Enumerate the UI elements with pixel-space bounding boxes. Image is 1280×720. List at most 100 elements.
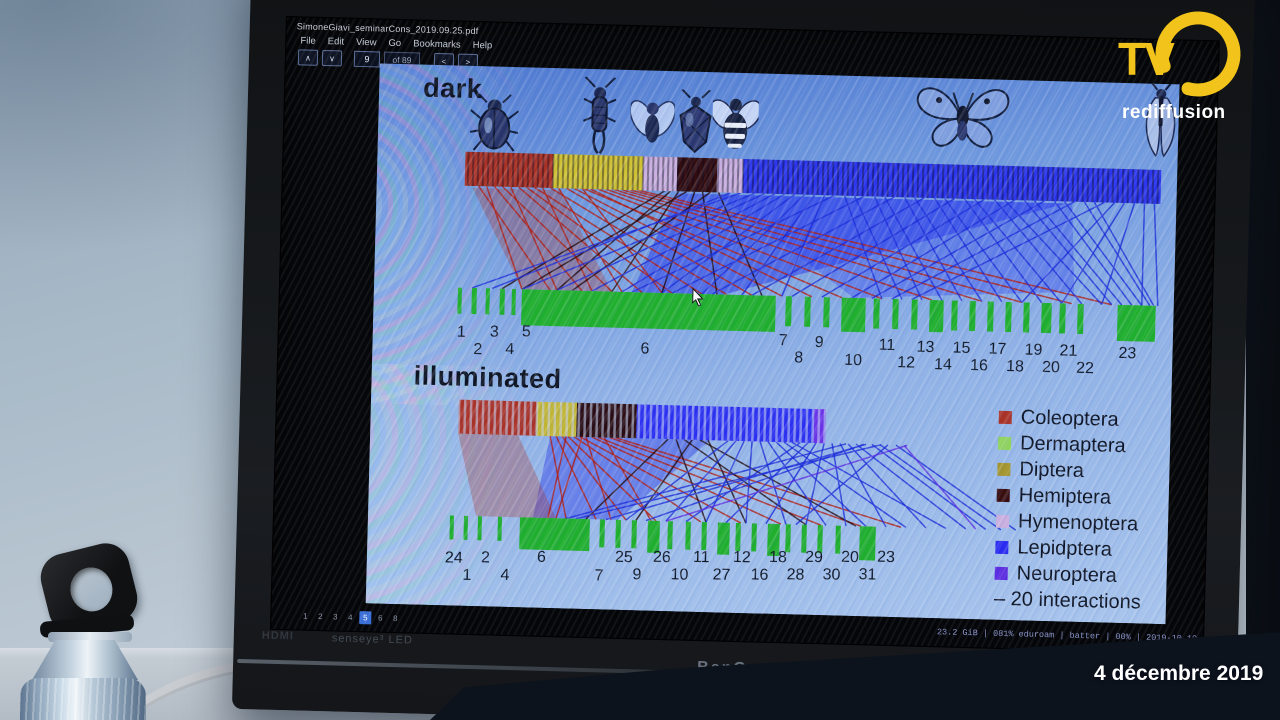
plant-node-label: 23 — [876, 548, 896, 567]
legend-swatch — [995, 514, 1010, 528]
workspace-4[interactable]: 4 — [347, 612, 353, 622]
plant-node-label: 12 — [896, 354, 916, 372]
plant-node-label: 6 — [640, 340, 650, 358]
legend-label: Dermaptera — [1019, 431, 1126, 457]
plant-node-label: 23 — [1118, 344, 1137, 363]
legend-label: Neuroptera — [1016, 561, 1118, 587]
menu-bar: File Edit View Go Bookmarks Help — [300, 35, 492, 51]
plant-node-label: 12 — [732, 548, 752, 567]
bottle-body — [20, 678, 146, 720]
legend-label: Coleoptera — [1020, 405, 1119, 431]
menu-item-help[interactable]: Help — [472, 39, 493, 52]
plant-node-label: 15 — [952, 339, 971, 358]
tv-logo-subtext: rediffusion — [1122, 102, 1226, 123]
legend-scale-note: – 20 interactions — [993, 587, 1142, 614]
plant-node-label: 25 — [614, 548, 634, 567]
menu-item-view[interactable]: View — [355, 36, 377, 49]
plant-node-label: 18 — [1005, 357, 1025, 376]
workspace-3[interactable]: 3 — [332, 611, 338, 622]
bee-icon — [709, 92, 762, 162]
legend-label: Diptera — [1019, 457, 1085, 482]
plant-node-label: 7 — [778, 332, 788, 350]
plant-node-label: 16 — [969, 357, 989, 375]
plant-node-label: 26 — [652, 548, 672, 567]
plant-node-label: 11 — [878, 336, 896, 355]
senseye-label: senseye³ LED — [331, 632, 413, 647]
plant-node-label: 8 — [794, 349, 804, 367]
window-title: SimoneGiavi_seminarCons_2019.09.25.pdf — [296, 21, 479, 37]
earwig-icon — [581, 76, 617, 161]
page-down-button[interactable]: ∨ — [321, 49, 343, 67]
plant-node-label: 7 — [594, 567, 604, 585]
legend-entry: Lepidptera — [995, 534, 1142, 564]
date-caption: 4 décembre 2019 — [1094, 662, 1264, 685]
menu-item-edit[interactable]: Edit — [327, 36, 345, 48]
bottle-collar — [48, 632, 132, 642]
bottle-cap-hole — [65, 563, 118, 616]
plant-node-label: 16 — [750, 566, 769, 584]
hdmi-label: HDMI — [261, 629, 295, 643]
plant-node-label: 28 — [786, 566, 805, 584]
plant-node-label: 22 — [1075, 359, 1095, 378]
plant-node-label: 20 — [840, 548, 860, 567]
workspace-2[interactable]: 2 — [318, 611, 323, 621]
plant-node-label: 17 — [988, 340, 1007, 358]
tv-rediffusion-logo: TV rediffusion — [1116, 8, 1266, 126]
plant-node-label: 20 — [1041, 358, 1061, 377]
water-bottle — [14, 538, 146, 720]
plant-node-label: 18 — [768, 548, 788, 567]
plant-node-label: 24 — [444, 549, 463, 567]
pdf-page[interactable]: dark illuminated — [365, 63, 1180, 625]
legend-label: Hymenoptera — [1017, 509, 1139, 535]
lacewing-icon — [1139, 79, 1179, 167]
legend-swatch — [996, 488, 1010, 502]
screen: SimoneGiavi_seminarCons_2019.09.25.pdf F… — [269, 16, 1220, 655]
workspace-5[interactable]: 5 — [359, 610, 372, 624]
tv-logo-text: TV — [1118, 33, 1175, 85]
menu-item-file[interactable]: File — [300, 35, 316, 47]
plant-node-label: 2 — [473, 341, 483, 359]
plant-node-label: 13 — [916, 338, 935, 357]
page-number-input[interactable]: 9 — [353, 50, 381, 68]
network-diagram — [449, 151, 1162, 561]
legend-swatch — [997, 436, 1012, 450]
monitor: SimoneGiavi_seminarCons_2019.09.25.pdf F… — [231, 0, 1256, 720]
plant-node-label: 10 — [844, 351, 863, 370]
bottle-shoulder — [32, 640, 138, 680]
plant-node-label: 30 — [822, 566, 841, 584]
fly-icon — [629, 92, 677, 160]
plant-node-label: 21 — [1059, 342, 1078, 360]
plant-node-label: 9 — [632, 566, 642, 584]
legend-entry: Dermaptera — [997, 430, 1145, 460]
plant-node-label: 19 — [1024, 341, 1043, 359]
plant-node-label: 9 — [814, 333, 824, 352]
legend-entry: Neuroptera — [994, 560, 1141, 590]
plant-node-label: 11 — [692, 548, 710, 567]
menu-item-bookmarks[interactable]: Bookmarks — [413, 38, 461, 51]
plant-node-label: 4 — [505, 340, 515, 359]
page-up-button[interactable]: ∧ — [297, 49, 319, 66]
legend-entry: Diptera — [997, 456, 1144, 486]
workspace-8[interactable]: 8 — [392, 613, 398, 623]
legend-entry: Coleoptera — [998, 404, 1145, 434]
legend-entry: Hemiptera — [996, 482, 1143, 512]
menu-item-go[interactable]: Go — [388, 37, 402, 50]
legend-entry: Hymenoptera — [995, 508, 1143, 538]
plant-node-label: 4 — [500, 566, 510, 585]
legend-swatch — [997, 462, 1011, 476]
plant-node-label: 14 — [933, 356, 953, 374]
plant-node-label: 29 — [804, 548, 824, 567]
plant-node-label: 6 — [536, 548, 547, 566]
plant-node-label: 31 — [858, 566, 877, 584]
mouse-cursor — [692, 287, 704, 307]
legend-label: Lepidptera — [1017, 535, 1113, 561]
beetle-icon — [469, 92, 520, 158]
moth-icon — [914, 84, 1012, 157]
legend: Coleoptera Dermaptera Diptera Hemiptera Hyme… — [994, 404, 1146, 616]
brush-circle-icon — [1155, 11, 1241, 97]
legend-swatch — [994, 566, 1008, 580]
workspace-6[interactable]: 6 — [377, 613, 383, 623]
workspace-1[interactable]: 1 — [303, 611, 308, 621]
